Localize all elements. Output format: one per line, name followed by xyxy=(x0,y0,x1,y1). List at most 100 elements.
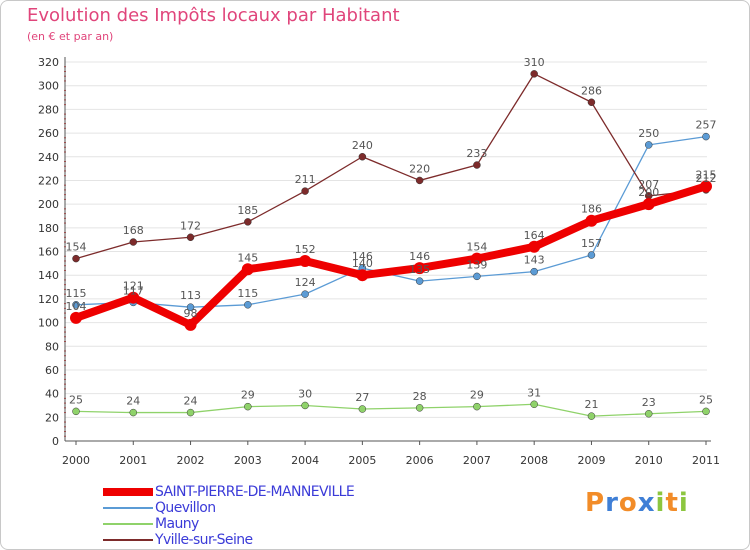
data-label: 30 xyxy=(298,387,312,400)
data-point xyxy=(184,318,197,331)
legend-swatch xyxy=(103,488,153,496)
data-label: 27 xyxy=(355,391,369,404)
data-point xyxy=(700,180,712,193)
data-point xyxy=(587,251,596,259)
data-label: 286 xyxy=(581,84,602,97)
x-ticks: 2000 2001 2002 2003 2004 2005 2006 2007 2008 2009… xyxy=(62,454,720,467)
y-tick-label: 40 xyxy=(45,388,59,401)
series-line xyxy=(75,73,707,260)
series-lines xyxy=(72,73,710,417)
data-point xyxy=(301,290,309,298)
data-label: 139 xyxy=(466,258,487,271)
data-label: 29 xyxy=(241,389,255,402)
y-tick-label: 300 xyxy=(38,80,59,93)
logo-letter: i xyxy=(678,488,689,518)
x-tick-label: 2003 xyxy=(234,454,262,467)
data-label: 157 xyxy=(581,237,602,250)
data-point xyxy=(70,311,82,324)
data-label: 113 xyxy=(180,289,201,302)
legend-label: SAINT-PIERRE-DE-MANNEVILLE xyxy=(155,484,355,500)
x-tick-label: 2007 xyxy=(463,454,491,467)
data-point xyxy=(72,254,80,263)
data-label: 154 xyxy=(466,241,487,254)
data-label: 31 xyxy=(527,386,541,399)
data-point xyxy=(301,187,309,195)
y-tick-label: 280 xyxy=(38,103,59,116)
data-point xyxy=(127,291,140,304)
data-point xyxy=(129,408,138,417)
legend-swatch xyxy=(103,539,153,541)
y-tick-label: 220 xyxy=(38,174,59,187)
data-label: 23 xyxy=(642,396,656,409)
x-tick-label: 2002 xyxy=(177,454,205,467)
x-tick-label: 2005 xyxy=(348,454,376,467)
data-label: 121 xyxy=(123,280,144,293)
data-point xyxy=(528,240,541,253)
legend-label: Quevillon xyxy=(155,500,216,516)
y-tick-label: 0 xyxy=(52,435,59,448)
data-point xyxy=(470,252,483,265)
data-point xyxy=(244,218,252,226)
data-label: 28 xyxy=(413,390,427,403)
y-tick-label: 320 xyxy=(38,56,59,69)
y-tick-label: 260 xyxy=(38,127,59,140)
y-tick-label: 160 xyxy=(38,246,59,259)
data-label: 250 xyxy=(638,127,659,140)
y-tick-label: 120 xyxy=(38,293,59,306)
y-tick-label: 100 xyxy=(38,317,59,330)
data-label: 29 xyxy=(470,389,484,402)
logo-letter: t xyxy=(665,488,679,518)
data-label: 212 xyxy=(696,172,717,185)
legend-swatch xyxy=(103,507,153,509)
data-point xyxy=(473,161,481,169)
line-chart: 0 20 40 60 80 100 120 140 160 180 200 220 240 260 280 3… xyxy=(38,56,720,467)
data-point xyxy=(473,272,481,281)
x-tick-label: 2011 xyxy=(692,454,720,467)
logo-letter: P xyxy=(585,488,606,518)
y-tick-label: 140 xyxy=(38,269,59,282)
data-label: 135 xyxy=(409,263,430,276)
x-tick-label: 2006 xyxy=(406,454,434,467)
data-label: 233 xyxy=(466,147,487,160)
data-label: 140 xyxy=(352,257,373,270)
data-point xyxy=(358,405,367,413)
x-tick-label: 2008 xyxy=(520,454,548,467)
data-point xyxy=(530,400,538,409)
series-line xyxy=(75,403,707,417)
data-point xyxy=(301,401,309,410)
data-label: 98 xyxy=(184,307,198,320)
series-points xyxy=(70,70,712,420)
data-label: 172 xyxy=(180,219,201,232)
data-point xyxy=(642,198,655,211)
logo-letter: r xyxy=(605,488,619,518)
series-line xyxy=(75,135,707,308)
logo-letter: x xyxy=(637,488,656,518)
legend-swatch xyxy=(103,523,153,525)
data-label: 143 xyxy=(524,254,545,267)
data-point xyxy=(186,303,195,311)
data-point xyxy=(587,98,596,107)
data-point xyxy=(72,301,80,309)
y-tick-label: 20 xyxy=(45,411,59,424)
x-tick-label: 2009 xyxy=(577,454,605,467)
data-point xyxy=(530,70,538,78)
data-point xyxy=(644,141,653,149)
data-label: 215 xyxy=(696,168,717,181)
data-label: 200 xyxy=(638,186,659,199)
data-point xyxy=(702,132,710,141)
data-point xyxy=(530,267,538,276)
data-point xyxy=(415,277,424,285)
data-label: 25 xyxy=(699,393,713,406)
data-label: 164 xyxy=(524,229,545,242)
data-label: 104 xyxy=(66,300,87,313)
y-tick-label: 240 xyxy=(38,151,59,164)
x-tick-label: 2004 xyxy=(291,454,319,467)
data-label: 168 xyxy=(123,224,144,237)
data-point xyxy=(415,176,424,185)
logo-letter: o xyxy=(618,488,638,518)
grid xyxy=(65,61,707,442)
data-label: 146 xyxy=(409,250,430,263)
data-point xyxy=(415,404,424,412)
data-point xyxy=(585,214,598,227)
